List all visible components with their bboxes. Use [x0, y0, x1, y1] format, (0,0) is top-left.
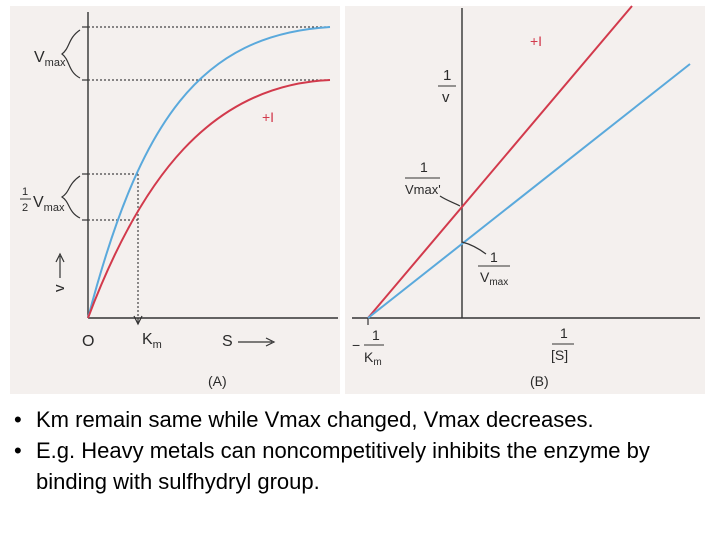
half-numerator: 1 — [22, 186, 28, 198]
neg-km-numerator: 1 — [372, 327, 380, 343]
s-label: S — [222, 333, 233, 350]
inv-vmax-prime-denominator: Vmax' — [405, 182, 441, 197]
panel-a: Vmax 1 2 Vmax v +I O Km S (A) — [20, 12, 338, 389]
inv-s-numerator: 1 — [560, 325, 568, 341]
inv-v-numerator: 1 — [443, 67, 451, 84]
bullet-symbol: • — [14, 407, 22, 432]
inhibited-curve — [87, 79, 331, 319]
uninhibited-curve — [87, 26, 331, 319]
vmax-sub: max — [45, 57, 66, 69]
panel-a-y-label: v — [51, 284, 68, 292]
svg-text:Vmax: Vmax — [33, 194, 65, 214]
vmax-bracket — [61, 29, 81, 79]
half-vmax-label: V — [33, 194, 44, 211]
panel-b-inhibitor-label: +I — [530, 33, 542, 49]
inv-vmax-numerator: 1 — [490, 249, 498, 265]
km-arrow — [133, 315, 143, 326]
inv-vmax-prime-numerator: 1 — [420, 159, 428, 175]
panel-b-caption: (B) — [530, 373, 549, 389]
neg-km-den-sub: m — [373, 357, 381, 368]
half-vmax-bracket — [60, 175, 81, 219]
inv-vmax-arrow — [461, 241, 487, 255]
svg-text:Km: Km — [142, 331, 162, 351]
inv-s-denominator: [S] — [551, 347, 568, 363]
bullet-item: • Km remain same while Vmax changed, Vmax… — [10, 404, 710, 435]
half-vmax-sub: max — [44, 202, 65, 214]
bullet-text: E.g. Heavy metals can noncompetitively i… — [36, 438, 650, 494]
svg-text:Vmax: Vmax — [34, 49, 66, 69]
panel-a-inhibitor-label: +I — [262, 109, 274, 125]
bullet-text: Km remain same while Vmax changed, Vmax … — [36, 407, 594, 432]
km-label: K — [142, 331, 153, 348]
inv-vmax-den-sub: max — [489, 277, 508, 288]
panel-b-background — [345, 6, 705, 394]
neg-km-sign: − — [352, 337, 360, 353]
bullet-item: • E.g. Heavy metals can noncompetitively … — [10, 435, 710, 497]
svg-text:Vmax: Vmax — [480, 269, 508, 288]
panel-b: +I 1 v 1 Vmax' 1 Vmax − 1 Km 1 [S] (B) — [352, 5, 700, 389]
svg-text:Km: Km — [364, 349, 382, 368]
inv-vmax-prime-arrow — [439, 195, 461, 207]
neg-km-den-k: K — [364, 349, 374, 365]
uninhibited-line — [367, 63, 691, 319]
km-sub: m — [153, 339, 162, 351]
vmax-label: V — [34, 49, 45, 66]
origin-label: O — [82, 333, 94, 350]
inv-vmax-den-v: V — [480, 269, 490, 285]
half-denominator: 2 — [22, 202, 28, 214]
inhibited-line — [367, 5, 633, 319]
inv-v-denominator: v — [442, 89, 450, 106]
bullet-symbol: • — [14, 438, 22, 463]
bullet-list: • Km remain same while Vmax changed, Vmax… — [10, 404, 710, 497]
panel-a-caption: (A) — [208, 373, 227, 389]
inhibition-figure: Vmax 1 2 Vmax v +I O Km S (A) +I 1 v 1 — [10, 5, 705, 394]
